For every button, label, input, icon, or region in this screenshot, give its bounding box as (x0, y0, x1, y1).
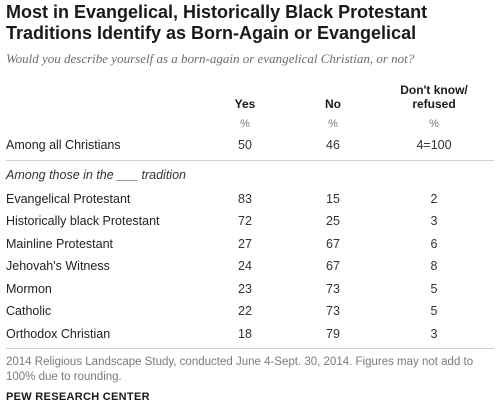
cell-dont-know: 3 (430, 327, 438, 341)
cell-yes: 23 (238, 282, 252, 296)
chart-subtitle: Would you describe yourself as a born-ag… (6, 51, 415, 66)
chart-title: Most in Evangelical, Historically Black … (6, 2, 428, 43)
table-row: Catholic 22 73 5 (0, 301, 500, 323)
cell-dont-know: 6 (430, 237, 438, 251)
cell-no: 73 (326, 282, 340, 296)
table-row: Evangelical Protestant 83 15 2 (0, 189, 500, 211)
cell-yes: 22 (238, 304, 252, 318)
table-row: Orthodox Christian 18 79 3 (0, 324, 500, 346)
table-row-total: Among all Christians 50 46 4=100 (0, 135, 500, 157)
cell-yes: 50 (238, 138, 252, 152)
unit-label-dont-know: % (429, 118, 439, 130)
cell-no: 67 (326, 259, 340, 273)
cell-dont-know: 5 (430, 282, 438, 296)
table-row: Jehovah's Witness 24 67 8 (0, 256, 500, 278)
cell-yes: 24 (238, 259, 252, 273)
column-header-no: No (325, 97, 341, 111)
cell-dont-know: 8 (430, 259, 438, 273)
cell-no: 79 (326, 327, 340, 341)
section-divider (6, 160, 494, 161)
cell-no: 15 (326, 192, 340, 206)
table-row: Historically black Protestant 72 25 3 (0, 211, 500, 233)
unit-label-yes: % (240, 118, 250, 130)
source-credit: PEW RESEARCH CENTER (6, 391, 150, 403)
row-label: Evangelical Protestant (6, 192, 131, 206)
row-label: Orthodox Christian (6, 327, 111, 341)
row-label: Mormon (6, 282, 52, 296)
cell-no: 73 (326, 304, 340, 318)
table-row: Mormon 23 73 5 (0, 279, 500, 301)
row-label: Jehovah's Witness (6, 259, 110, 273)
row-label: Among all Christians (6, 138, 121, 152)
cell-no: 46 (326, 138, 340, 152)
cell-dont-know: 5 (430, 304, 438, 318)
cell-no: 67 (326, 237, 340, 251)
row-label: Historically black Protestant (6, 214, 160, 228)
cell-dont-know: 3 (430, 214, 438, 228)
row-label: Mainline Protestant (6, 237, 114, 251)
footnote: 2014 Religious Landscape Study, conducte… (6, 356, 474, 383)
section-label: Among those in the ___ tradition (6, 168, 186, 182)
unit-label-no: % (328, 118, 338, 130)
cell-yes: 72 (238, 214, 252, 228)
cell-no: 25 (326, 214, 340, 228)
cell-yes: 27 (238, 237, 252, 251)
column-header-dont-know: Don't know/ refused (400, 83, 468, 111)
column-header-yes: Yes (234, 97, 256, 111)
table-row: Mainline Protestant 27 67 6 (0, 234, 500, 256)
cell-dont-know: 4=100 (416, 138, 452, 152)
cell-yes: 18 (238, 327, 252, 341)
cell-yes: 83 (238, 192, 252, 206)
footer-divider (6, 348, 494, 349)
cell-dont-know: 2 (430, 192, 438, 206)
row-label: Catholic (6, 304, 52, 318)
